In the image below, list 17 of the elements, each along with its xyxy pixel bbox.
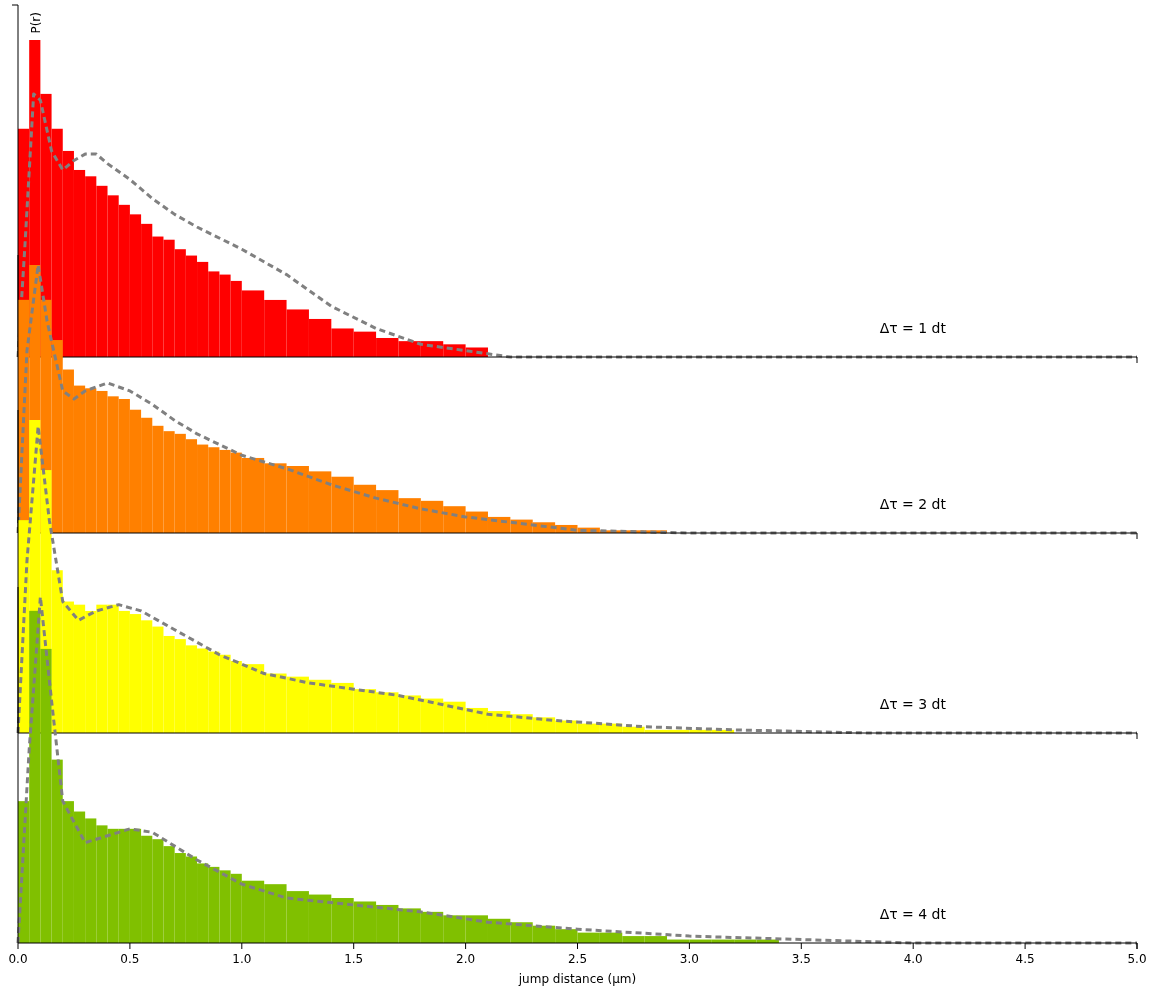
x-tick-label: 1.5: [344, 952, 364, 966]
x-axis-title: jump distance (μm): [517, 972, 637, 986]
annotation: Δτ = 3 dt: [879, 696, 947, 712]
x-tick-label: 3.5: [791, 952, 811, 966]
annotation: Δτ = 2 dt: [879, 496, 947, 512]
x-tick-label: 0.0: [8, 952, 28, 966]
annotation: Δτ = 1 dt: [879, 320, 947, 336]
x-tick-label: 5.0: [1127, 952, 1147, 966]
x-tick-label: 2.0: [456, 952, 476, 966]
annotation: Δτ = 4 dt: [879, 906, 947, 922]
x-tick-label: 4.0: [903, 952, 923, 966]
x-tick-label: 2.5: [567, 952, 588, 966]
y-axis-title: P(r): [29, 12, 43, 34]
x-tick-label: 0.5: [120, 952, 140, 966]
x-tick-label: 4.5: [1015, 952, 1035, 966]
x-tick-label: 1.0: [232, 952, 252, 966]
x-tick-label: 3.0: [679, 952, 699, 966]
